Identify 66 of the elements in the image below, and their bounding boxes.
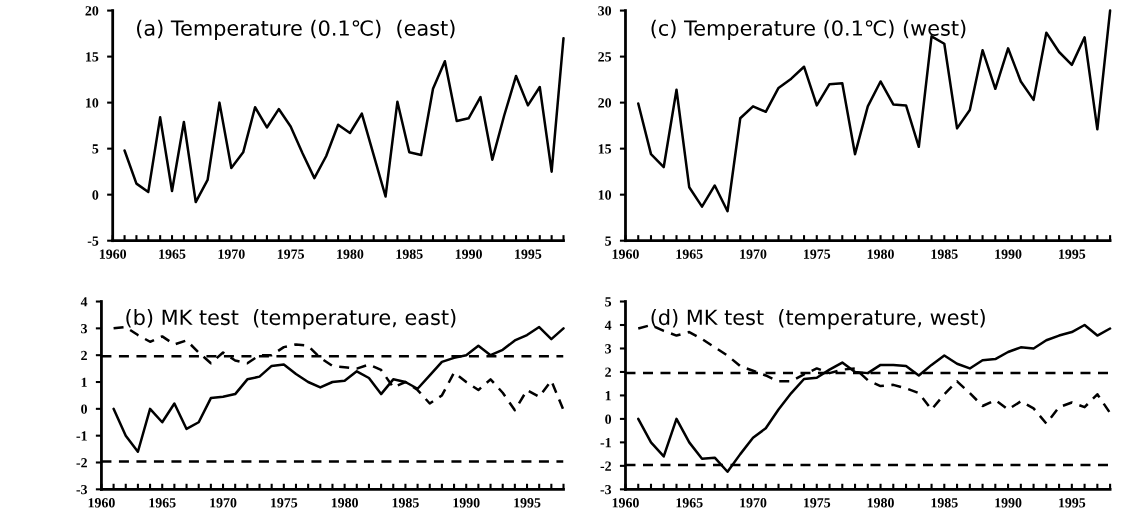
y-tick-label: -1 xyxy=(76,431,87,441)
x-tick-label: 1990 xyxy=(995,498,1022,508)
y-tick-label: 20 xyxy=(598,98,612,108)
x-tick-label: 1990 xyxy=(453,498,480,508)
x-tick-label: 1985 xyxy=(392,498,419,508)
x-tick-label: 1970 xyxy=(740,249,767,259)
y-tick-label: -1 xyxy=(600,438,611,448)
y-tick-label: 25 xyxy=(598,52,612,62)
y-tick-label: 10 xyxy=(598,190,612,200)
y-tick-label: 5 xyxy=(92,144,99,154)
x-tick-label: 1985 xyxy=(396,249,423,259)
x-tick-label: 1965 xyxy=(159,249,186,259)
y-tick-label: 15 xyxy=(86,52,99,62)
chart-title: (c) Temperature (0.1℃) (west) xyxy=(651,19,966,40)
y-tick-label: -3 xyxy=(76,484,88,495)
x-tick-label: 1985 xyxy=(931,249,958,259)
y-tick-label: 15 xyxy=(598,144,612,154)
y-tick-label: 10 xyxy=(86,98,99,108)
y-tick-label: 0 xyxy=(92,190,99,200)
x-tick-label: 1970 xyxy=(740,498,767,508)
x-tick-label: 1985 xyxy=(931,498,958,508)
x-tick-label: 1995 xyxy=(1059,498,1086,508)
x-tick-label: 1975 xyxy=(804,498,831,508)
x-tick-label: 1980 xyxy=(337,249,364,259)
x-tick-label: 1980 xyxy=(867,249,894,259)
y-tick-label: 2 xyxy=(81,350,87,360)
x-tick-label: 1980 xyxy=(867,498,894,508)
x-tick-label: 1990 xyxy=(995,249,1022,259)
chart-title: (a) Temperature (0.1℃) (east) xyxy=(137,19,455,40)
x-tick-label: 1965 xyxy=(676,498,703,508)
x-tick-label: 1960 xyxy=(99,249,127,259)
x-tick-label: 1995 xyxy=(515,249,542,259)
x-tick-label: 1975 xyxy=(271,498,298,508)
y-tick-label: 3 xyxy=(605,344,612,354)
line-series xyxy=(636,9,1112,213)
y-tick-label: 5 xyxy=(605,236,612,246)
chart-title: (b) MK test (temperature, east) xyxy=(126,309,456,330)
y-tick-label: 5 xyxy=(605,297,612,307)
y-tick-label: 0 xyxy=(605,414,612,424)
x-tick-label: 1960 xyxy=(88,498,115,508)
x-tick-label: 1960 xyxy=(612,249,639,259)
x-tick-label: 1965 xyxy=(676,249,703,259)
x-tick-label: 1995 xyxy=(514,498,541,508)
y-tick-label: 4 xyxy=(80,297,88,307)
y-tick-label: 2 xyxy=(605,367,611,377)
y-tick-label: 1 xyxy=(605,391,611,401)
x-tick-label: 1980 xyxy=(331,498,358,508)
y-tick-label: -3 xyxy=(600,484,612,495)
x-tick-label: 1970 xyxy=(210,498,237,508)
y-tick-label: -2 xyxy=(76,458,87,468)
x-tick-label: 1960 xyxy=(612,498,639,508)
x-tick-label: 1975 xyxy=(277,249,305,259)
x-tick-label: 1970 xyxy=(218,249,245,259)
y-tick-label: -2 xyxy=(600,461,611,471)
x-tick-label: 1990 xyxy=(455,249,482,259)
x-tick-label: 1995 xyxy=(1059,249,1086,259)
y-tick-label: 4 xyxy=(604,320,612,330)
x-tick-label: 1975 xyxy=(804,249,831,259)
y-tick-label: 3 xyxy=(81,323,88,334)
y-tick-label: 20 xyxy=(85,6,99,16)
y-tick-label: -5 xyxy=(87,236,99,246)
x-tick-label: 1965 xyxy=(149,498,176,508)
chart-title: (d) MK test (temperature, west) xyxy=(651,309,985,330)
y-tick-label: 30 xyxy=(598,6,612,16)
y-tick-label: 1 xyxy=(81,377,87,387)
y-tick-label: 0 xyxy=(81,404,88,414)
